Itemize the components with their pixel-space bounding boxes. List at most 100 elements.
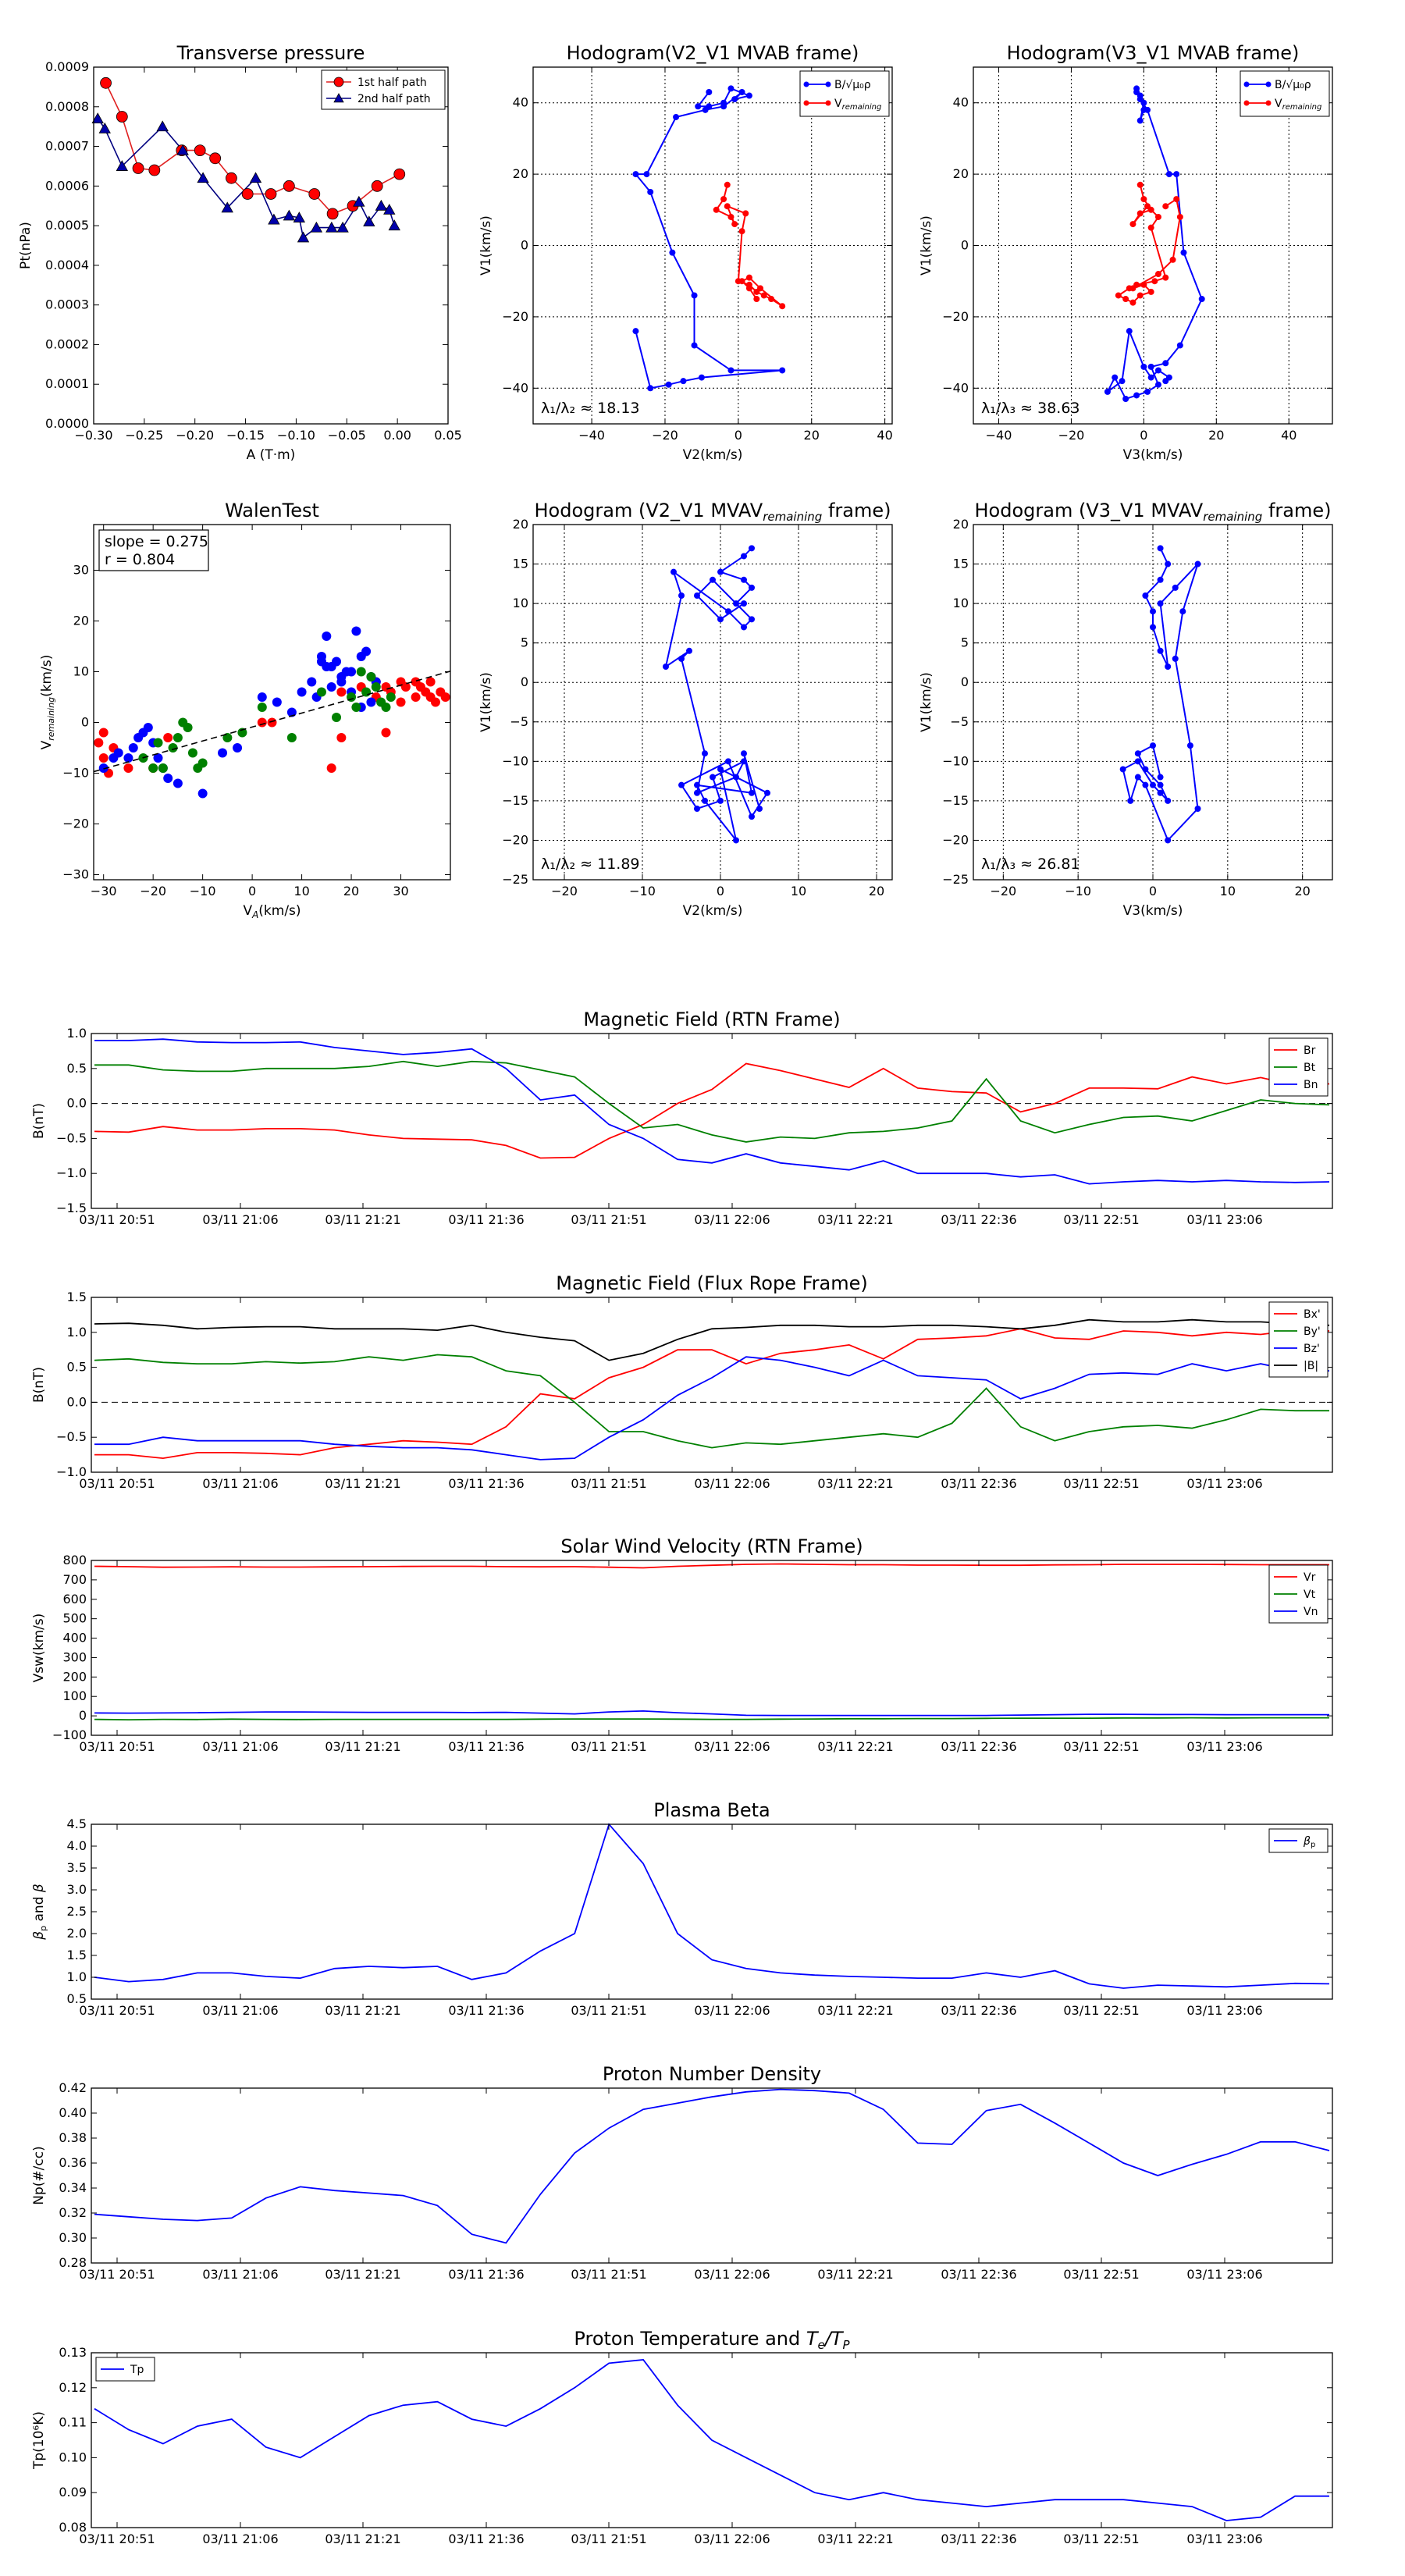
x-tick-label: 20 (804, 428, 820, 443)
hodogram-point (753, 296, 760, 303)
hodogram-point (1157, 781, 1164, 788)
y-tick-label: 0.11 (59, 2415, 87, 2430)
x-tick-label: 03/11 21:21 (325, 1212, 400, 1227)
y-tick-label: 0.34 (59, 2180, 87, 2195)
x-tick-label: −20 (551, 884, 578, 898)
series-line-p (94, 1823, 1330, 1989)
y-axis-label: V1(km/s) (919, 215, 934, 276)
y-tick-label: −40 (502, 380, 528, 395)
y-tick-label: 40 (953, 95, 969, 110)
y-axis-label: Vsw(km/s) (31, 1614, 47, 1683)
y-tick-label: −20 (502, 309, 528, 324)
y-tick-label: 0 (81, 715, 89, 730)
hodogram-point (1165, 560, 1172, 568)
y-tick-label: −1.0 (56, 1165, 87, 1180)
hodogram-point (727, 367, 735, 374)
y-tick-label: −40 (942, 380, 969, 395)
hodogram-point (1169, 256, 1176, 263)
point-2nd-half (268, 213, 280, 225)
y-axis-label: βp and β (31, 1884, 48, 1941)
x-tick-label: 10 (293, 884, 309, 898)
hodogram-point (1150, 624, 1156, 631)
y-tick-label: 20 (513, 166, 528, 181)
hodogram-point (1119, 766, 1126, 773)
hodogram-point (678, 781, 685, 788)
x-tick-label: 0 (248, 884, 256, 898)
y-tick-label: 0.32 (59, 2205, 87, 2220)
y-tick-label: 3.5 (67, 1860, 87, 1875)
point-2nd-half (156, 120, 169, 132)
hodogram-point (1176, 342, 1183, 349)
x-axis-label: V3(km/s) (1123, 903, 1183, 919)
hodogram-point (1151, 278, 1158, 285)
walen-point (356, 667, 366, 677)
point-2nd-half (297, 231, 310, 243)
walen-point (272, 697, 282, 707)
y-tick-label: 10 (73, 664, 89, 679)
hodogram-point (1140, 196, 1147, 203)
hodogram-point (1165, 664, 1172, 670)
y-tick-label: 0.0002 (45, 336, 89, 351)
y-tick-label: −5 (950, 714, 969, 729)
legend-label: Bt (1304, 1062, 1316, 1074)
x-tick-label: 03/11 20:51 (79, 2267, 155, 2282)
y-tick-label: 800 (62, 1553, 87, 1567)
chart-proton-density: Proton Number Density 03/11 20:51 03/11 21… (31, 2063, 1333, 2282)
y-tick-label: 20 (513, 517, 528, 532)
y-tick-label: 40 (513, 95, 528, 110)
legend-label: βp (1303, 1835, 1315, 1849)
x-tick-label: 03/11 21:21 (325, 1476, 400, 1491)
y-tick-label: 10 (513, 596, 528, 610)
walen-point (267, 717, 277, 728)
x-tick-label: −0.10 (277, 428, 315, 443)
walen-point (386, 692, 396, 702)
x-tick-label: 03/11 22:51 (1063, 2532, 1139, 2546)
y-tick-label: 300 (62, 1649, 87, 1664)
chart-hodogram-v3-v1: Hodogram(V3_V1 MVAB frame) −40 −20 0 20 40 −40… (919, 42, 1333, 463)
hodogram-point (1140, 281, 1147, 288)
hodogram-point (1172, 655, 1179, 662)
hodogram-point (1157, 545, 1164, 552)
x-tick-label: 03/11 22:06 (694, 2003, 770, 2018)
x-tick-label: 03/11 20:51 (79, 2003, 155, 2018)
walen-point (411, 692, 421, 702)
legend-marker (1243, 100, 1250, 106)
x-tick-label: 03/11 20:51 (79, 1476, 155, 1491)
legend-box (1240, 70, 1330, 117)
x-tick-label: 03/11 21:36 (448, 2267, 524, 2282)
hodogram-point (713, 206, 720, 213)
legend-label: |B| (1304, 1360, 1318, 1372)
x-tick-label: 03/11 22:21 (817, 1739, 893, 1754)
hodogram-point (1126, 328, 1133, 335)
y-tick-label: 0.28 (59, 2255, 87, 2270)
walen-point (197, 788, 208, 799)
y-tick-label: 3.0 (67, 1882, 87, 1897)
point-1st-half (194, 144, 206, 157)
hodogram-point (706, 88, 713, 95)
hodogram-point (779, 303, 786, 310)
eigenvalue-ratio: λ₁/λ₃ ≈ 38.63 (981, 400, 1080, 417)
hodogram-point (768, 296, 775, 303)
walen-point (143, 723, 153, 732)
x-tick-label: 03/11 23:06 (1186, 2003, 1262, 2018)
walen-point (123, 753, 133, 763)
y-tick-label: 1.0 (67, 1969, 87, 1984)
y-tick-label: −5 (510, 714, 528, 729)
walen-point (307, 677, 317, 687)
walen-point (163, 774, 173, 783)
hodogram-point (720, 103, 727, 110)
fit-correlation: r = 0.804 (105, 551, 175, 568)
hodogram-point (647, 188, 654, 195)
hodogram-point (1134, 750, 1141, 757)
walen-point (332, 713, 342, 722)
hodogram-point (1147, 224, 1154, 231)
y-tick-label: 2.5 (67, 1904, 87, 1919)
walen-point (336, 733, 347, 742)
hodogram-point (733, 600, 739, 607)
hodogram-point (725, 608, 731, 615)
hodogram-point (724, 181, 731, 188)
hodogram-point (669, 249, 676, 256)
walen-point (430, 697, 440, 707)
y-tick-label: 0 (521, 674, 528, 689)
y-tick-label: 0.36 (59, 2155, 87, 2170)
